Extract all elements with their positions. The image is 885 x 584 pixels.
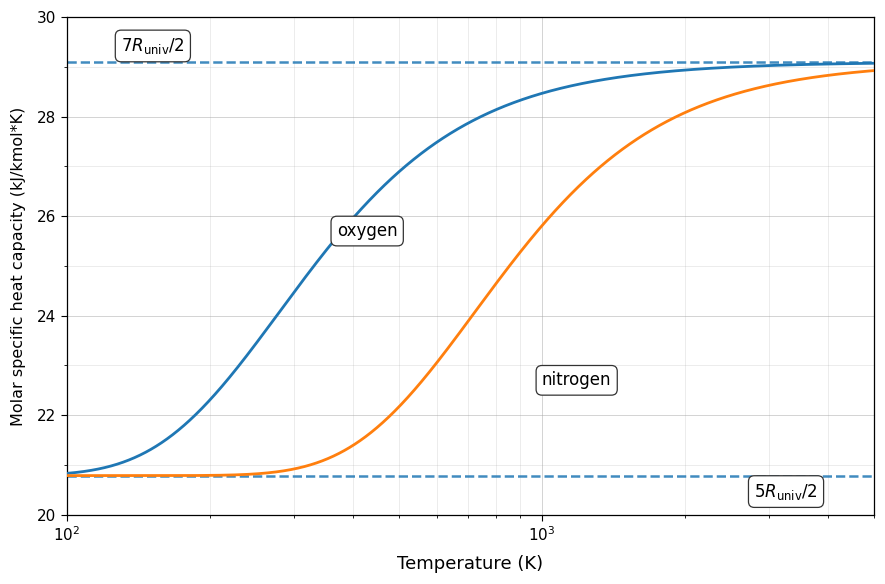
Y-axis label: Molar specific heat capacity (kJ/kmol*K): Molar specific heat capacity (kJ/kmol*K): [12, 106, 27, 426]
Text: nitrogen: nitrogen: [542, 371, 612, 390]
Text: $7R_\mathregular{univ}/2$: $7R_\mathregular{univ}/2$: [121, 36, 185, 56]
Text: $5R_\mathregular{univ}/2$: $5R_\mathregular{univ}/2$: [754, 482, 818, 502]
Text: oxygen: oxygen: [337, 222, 397, 240]
X-axis label: Temperature (K): Temperature (K): [397, 555, 543, 573]
